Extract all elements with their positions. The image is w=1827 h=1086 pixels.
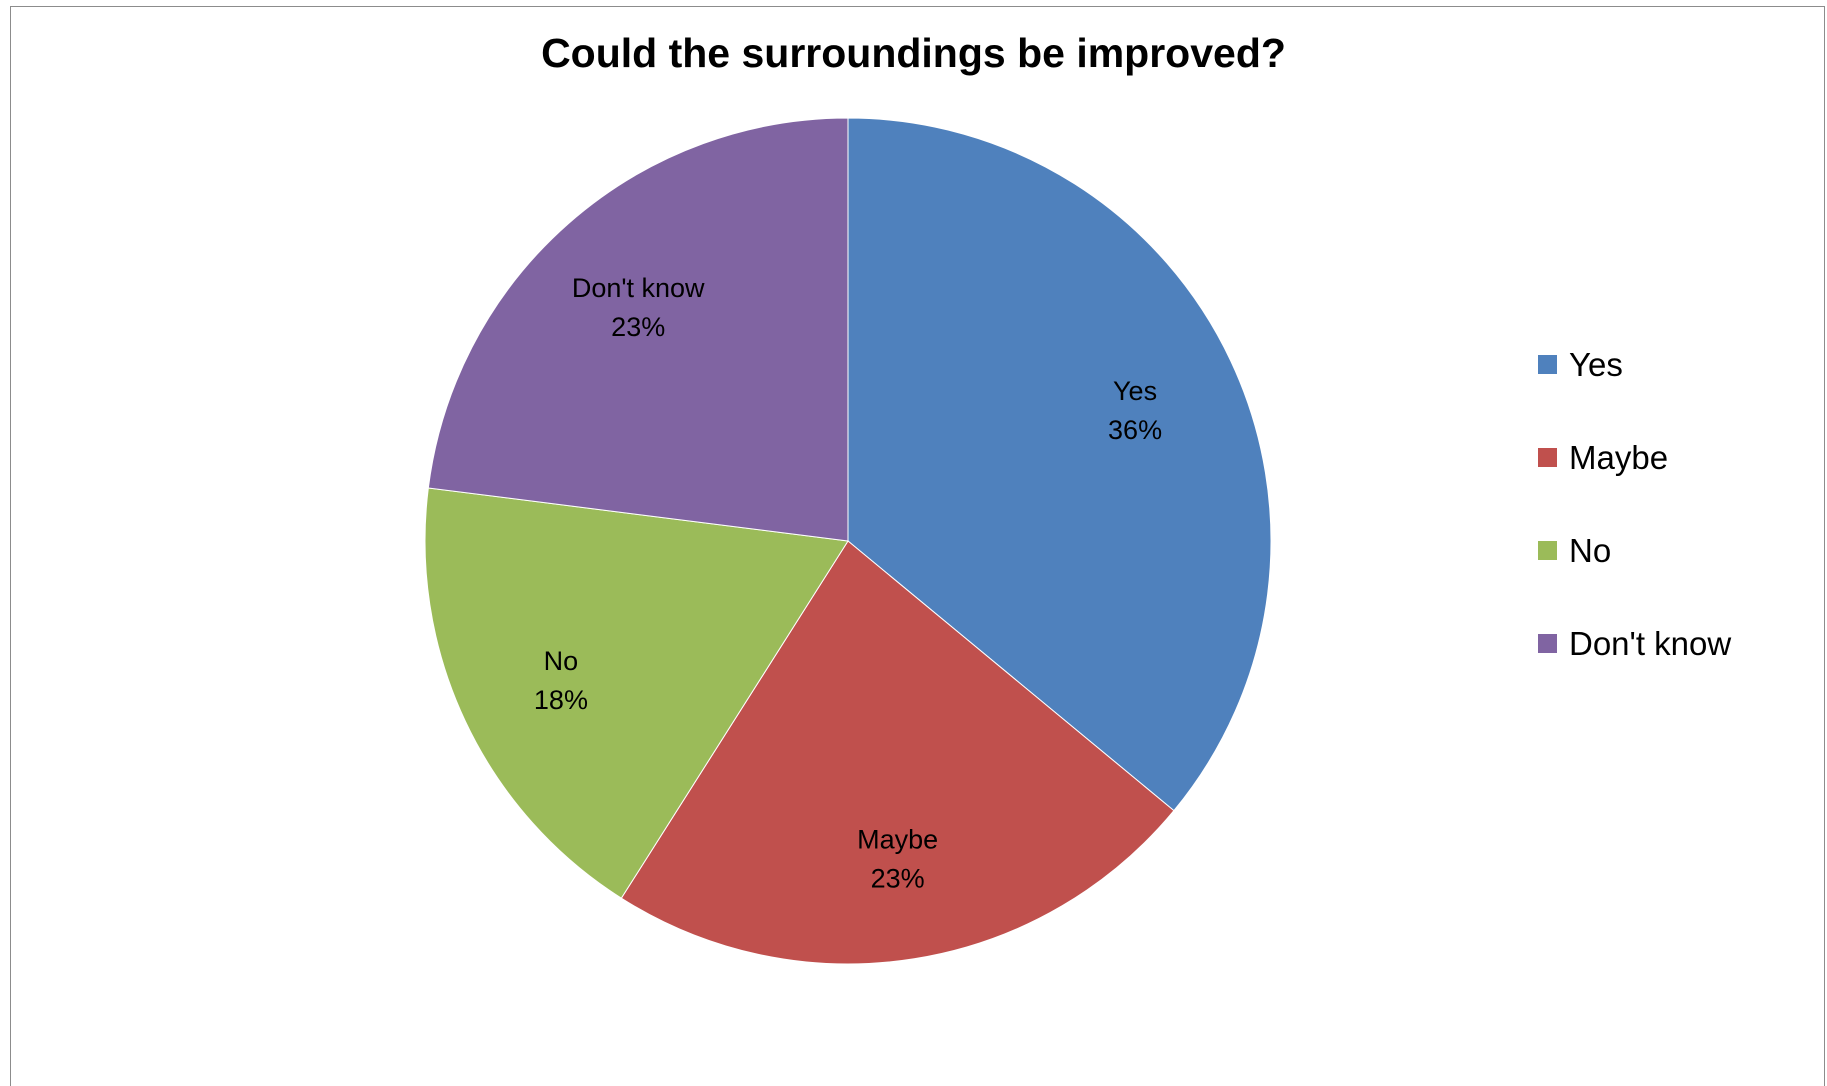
- legend-item-no: No: [1538, 504, 1731, 597]
- legend-swatch-yes: [1538, 355, 1557, 374]
- legend-label-dont-know: Don't know: [1569, 624, 1732, 662]
- data-label-percent-don-t-know: 23%: [611, 312, 665, 342]
- legend-item-yes: Yes: [1538, 318, 1731, 411]
- data-label-category-yes: Yes: [1113, 376, 1157, 406]
- chart-legend: Yes Maybe No Don't know: [1538, 318, 1731, 690]
- data-label-percent-yes: 36%: [1108, 415, 1162, 445]
- pie-slice-no: [424, 487, 849, 899]
- data-label-percent-maybe: 23%: [871, 863, 925, 893]
- legend-swatch-maybe: [1538, 448, 1557, 467]
- legend-item-dont-know: Don't know: [1538, 597, 1731, 690]
- pie-slice-don-t-know: [427, 117, 849, 542]
- legend-label-yes: Yes: [1569, 345, 1623, 383]
- pie-slice-maybe: [620, 540, 1175, 965]
- pie-slice-yes: [847, 117, 1272, 812]
- pie-chart: Yes 36% Maybe 23% No 18% Don't know 23%: [424, 117, 1272, 965]
- chart-title: Could the surroundings be improved?: [541, 30, 1286, 76]
- legend-swatch-dont-know: [1538, 634, 1557, 653]
- data-label-category-maybe: Maybe: [857, 824, 938, 854]
- legend-swatch-no: [1538, 541, 1557, 560]
- chart-area-border: [10, 6, 1825, 1086]
- legend-label-maybe: Maybe: [1569, 438, 1669, 476]
- legend-item-maybe: Maybe: [1538, 411, 1731, 504]
- data-label-category-don-t-know: Don't know: [572, 273, 705, 303]
- legend-label-no: No: [1569, 531, 1612, 569]
- data-label-category-no: No: [544, 646, 579, 676]
- data-label-percent-no: 18%: [534, 685, 588, 715]
